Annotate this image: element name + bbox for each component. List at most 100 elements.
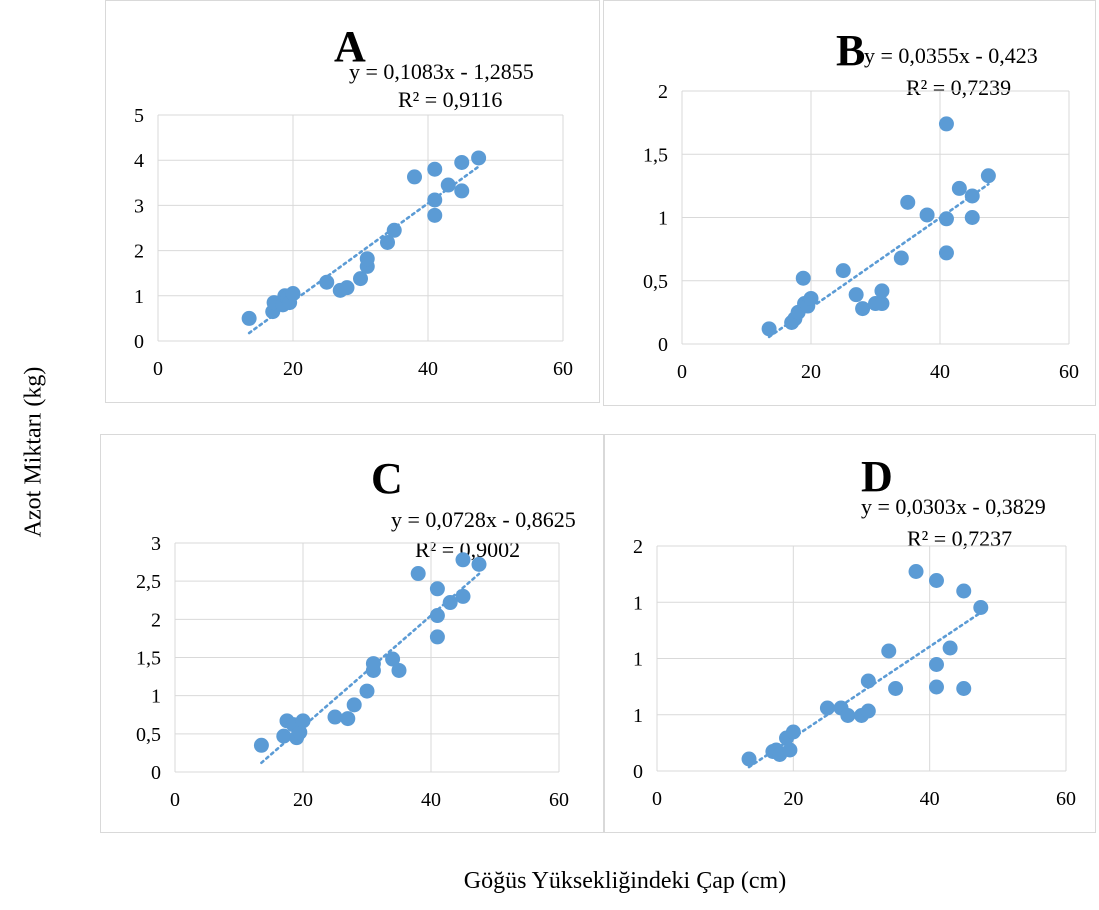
r-squared-a: R² = 0,9116 xyxy=(398,87,503,112)
plot-c: 0 20 40 60 0 0,5 1 1,5 2 2,5 3 xyxy=(136,533,569,811)
y-tick-label: 1 xyxy=(633,705,643,727)
data-point xyxy=(427,207,443,223)
equation-d: y = 0,0303x - 0,3829 xyxy=(861,494,1046,519)
plot-d: 0 20 40 60 0 1 1 1 2 xyxy=(633,536,1076,810)
data-point xyxy=(900,194,916,210)
y-axis-title: Azot Miktarı (kg) xyxy=(20,366,47,538)
x-tick-label: 0 xyxy=(153,358,163,380)
data-point xyxy=(427,192,443,208)
data-point xyxy=(938,211,954,227)
x-tick-label: 40 xyxy=(418,358,438,380)
data-point xyxy=(908,564,924,579)
y-tick-label: 4 xyxy=(134,150,144,172)
y-tick-label: 2 xyxy=(151,609,161,631)
data-point xyxy=(346,697,362,713)
data-point xyxy=(253,737,269,753)
data-point xyxy=(938,245,954,261)
data-point xyxy=(471,150,487,166)
data-point xyxy=(782,742,798,758)
y-tick-label: 1 xyxy=(633,649,643,671)
data-point xyxy=(928,573,944,588)
data-point xyxy=(365,656,381,672)
x-tick-label: 60 xyxy=(1056,788,1076,810)
data-point xyxy=(888,681,904,696)
data-point xyxy=(964,210,980,225)
data-point xyxy=(339,280,355,296)
data-point xyxy=(860,703,876,719)
x-tick-label: 40 xyxy=(421,789,441,811)
x-tick-label: 40 xyxy=(920,788,940,810)
data-point xyxy=(241,310,257,326)
data-point xyxy=(928,679,944,695)
y-tick-label: 1 xyxy=(658,208,668,230)
data-point xyxy=(919,207,935,223)
data-point xyxy=(454,183,470,199)
data-point xyxy=(893,250,909,266)
y-tick-label: 0,5 xyxy=(136,724,161,746)
y-tick-label: 1,5 xyxy=(643,144,668,166)
data-point xyxy=(928,657,944,672)
x-tick-label: 20 xyxy=(801,361,821,383)
x-tick-label: 20 xyxy=(783,788,803,810)
data-point xyxy=(819,700,835,716)
y-tick-label: 3 xyxy=(151,533,161,555)
data-point xyxy=(319,274,335,290)
y-tick-label: 1 xyxy=(134,286,144,308)
data-point xyxy=(803,290,819,306)
chart-panel-b: B y = 0,0355x - 0,423 R² = 0,7239 0 20 40 6… xyxy=(603,0,1096,406)
data-point xyxy=(951,180,967,196)
data-point xyxy=(471,556,487,572)
data-point xyxy=(741,751,757,767)
data-point xyxy=(391,662,407,678)
data-point xyxy=(881,643,897,659)
x-tick-label: 20 xyxy=(283,358,303,380)
panel-label-c: C xyxy=(371,454,403,503)
data-point xyxy=(295,713,311,729)
data-point xyxy=(276,728,292,744)
data-point xyxy=(340,711,356,727)
data-point xyxy=(359,251,375,267)
y-tick-label: 2 xyxy=(658,81,668,103)
chart-panel-c: C y = 0,0728x - 0,8625 R² = 0,9002 0 20 40… xyxy=(100,434,604,833)
data-point xyxy=(973,600,989,615)
y-tick-label: 1,5 xyxy=(136,648,161,670)
data-point xyxy=(874,296,890,312)
data-point xyxy=(380,234,395,250)
data-point xyxy=(938,116,954,132)
data-point xyxy=(761,321,777,337)
data-point xyxy=(410,566,426,582)
data-point xyxy=(455,588,471,604)
y-tick-label: 1 xyxy=(633,592,643,614)
data-point xyxy=(429,608,445,624)
data-point xyxy=(835,263,851,279)
data-point xyxy=(327,709,343,725)
y-tick-label: 0 xyxy=(134,331,144,353)
data-point xyxy=(785,724,801,740)
data-point xyxy=(359,683,375,699)
y-tick-label: 2 xyxy=(134,241,144,263)
x-tick-label: 40 xyxy=(930,361,950,383)
r-squared-b: R² = 0,7239 xyxy=(906,75,1012,100)
data-point xyxy=(292,724,308,740)
y-tick-label: 2 xyxy=(633,536,643,558)
panel-label-a: A xyxy=(334,22,366,71)
data-point xyxy=(285,286,301,302)
panel-label-b: B xyxy=(836,26,866,75)
equation-a: y = 0,1083x - 1,2855 xyxy=(349,59,534,84)
data-point xyxy=(442,595,458,611)
x-tick-label: 60 xyxy=(549,789,569,811)
y-tick-label: 3 xyxy=(134,195,144,217)
data-point xyxy=(855,301,871,317)
y-tick-label: 0,5 xyxy=(643,271,668,293)
chart-panel-d: D y = 0,0303x - 0,3829 R² = 0,7237 0 20 40… xyxy=(604,434,1096,833)
y-tick-label: 5 xyxy=(134,105,144,127)
data-point xyxy=(795,270,811,286)
plot-b: 0 20 40 60 0 0,5 1 1,5 2 xyxy=(643,81,1079,383)
x-tick-label: 0 xyxy=(677,361,687,383)
r-squared-d: R² = 0,7237 xyxy=(907,526,1013,551)
data-point xyxy=(429,581,445,597)
panel-label-d: D xyxy=(861,452,893,501)
y-tick-label: 0 xyxy=(633,761,643,783)
data-point xyxy=(964,188,980,204)
data-point xyxy=(956,681,972,696)
